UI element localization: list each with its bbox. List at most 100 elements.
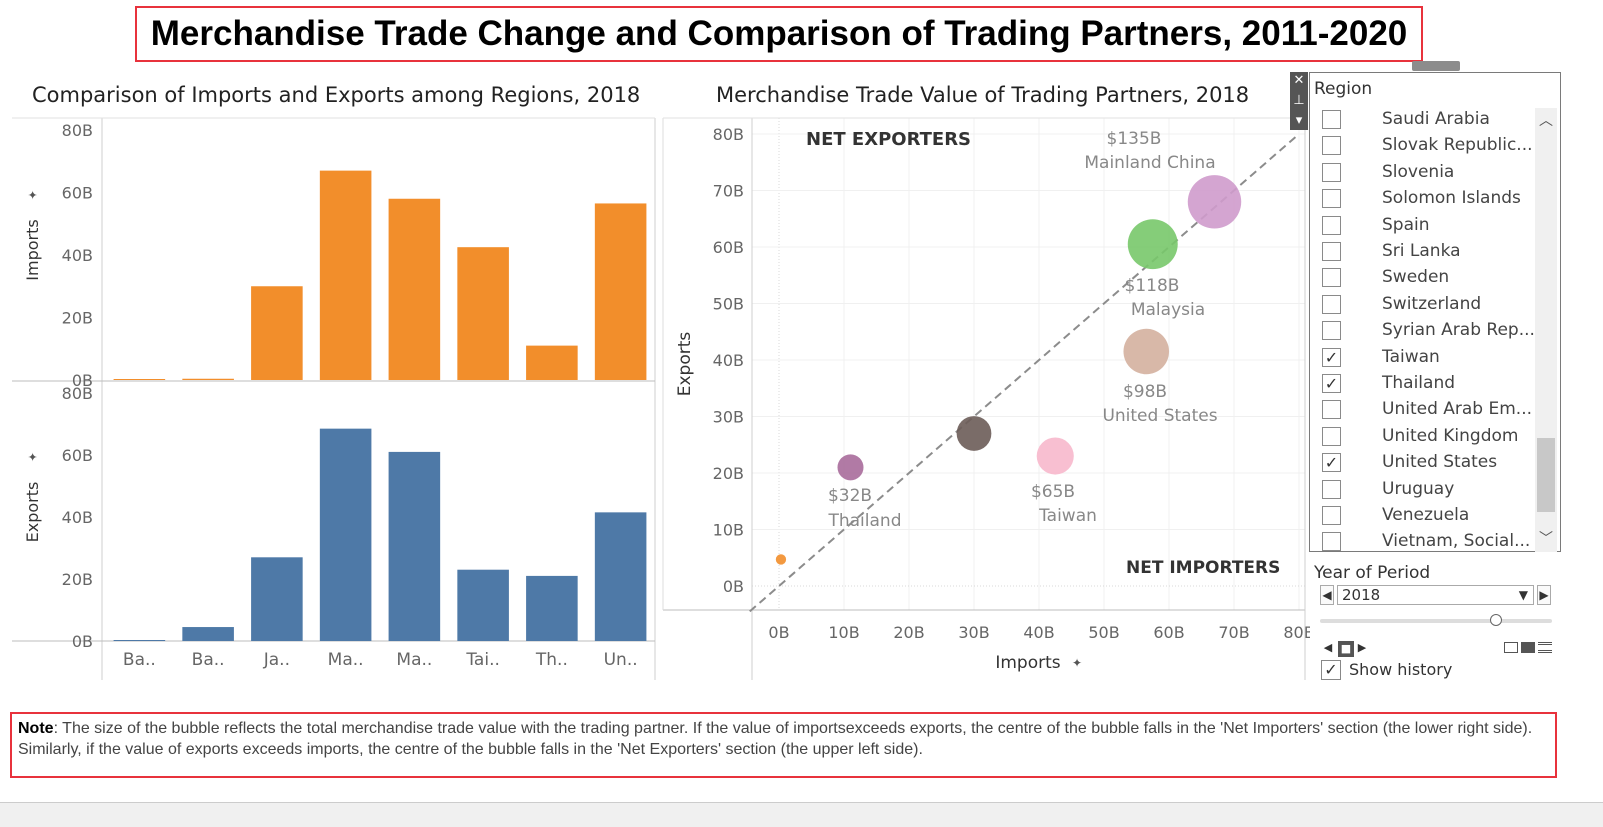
- region-checkbox[interactable]: [1322, 162, 1341, 182]
- region-filter-item[interactable]: Sweden: [1322, 267, 1532, 293]
- region-filter-item[interactable]: Saudi Arabia: [1322, 109, 1532, 135]
- region-label: Slovenia: [1382, 161, 1455, 182]
- region-filter-item[interactable]: Solomon Islands: [1322, 188, 1532, 214]
- imports-bar: [594, 203, 647, 380]
- x-tick-label: Ma..: [328, 650, 364, 670]
- region-checkbox[interactable]: [1322, 189, 1341, 209]
- speed-normal-icon[interactable]: [1521, 642, 1535, 653]
- region-checkbox[interactable]: ✓: [1322, 374, 1341, 393]
- bubble-value-label: $98B: [1123, 382, 1167, 402]
- year-select[interactable]: 2018 ▼: [1337, 585, 1534, 605]
- y-tick-label: 70B: [713, 182, 744, 201]
- step-back-icon[interactable]: ◀: [1323, 641, 1333, 654]
- chevron-up-icon[interactable]: ︿: [1539, 113, 1553, 129]
- region-filter-item[interactable]: Vietnam, Social...: [1322, 531, 1532, 551]
- sheet-tab-bar[interactable]: [0, 802, 1603, 827]
- region-label: Spain: [1382, 214, 1430, 235]
- pin-icon: ✦: [1072, 656, 1082, 670]
- region-filter-item[interactable]: ✓ Thailand: [1322, 373, 1532, 399]
- region-filter-item[interactable]: Syrian Arab Rep...: [1322, 320, 1535, 346]
- region-checkbox[interactable]: [1322, 110, 1341, 129]
- region-filter-item[interactable]: Slovenia: [1322, 162, 1532, 188]
- region-checkbox[interactable]: [1322, 294, 1341, 314]
- menu-icon[interactable]: ▾: [1295, 113, 1303, 128]
- bubble: [956, 416, 992, 451]
- bubble-value-label: $118B: [1125, 276, 1180, 296]
- region-filter-item[interactable]: Venezuela: [1322, 505, 1532, 531]
- y-tick-label: 20B: [62, 570, 93, 589]
- y-tick-label: 60B: [62, 446, 93, 465]
- year-slider-track[interactable]: [1320, 619, 1552, 623]
- region-filter-item[interactable]: ✓ Taiwan: [1322, 347, 1532, 373]
- region-filter-item[interactable]: Slovak Republic...: [1322, 135, 1533, 161]
- x-tick-label: Ja..: [263, 650, 290, 670]
- x-tick-label: 20B: [893, 623, 924, 642]
- bubble-name-label: Mainland China: [1084, 153, 1215, 173]
- region-checkbox[interactable]: ✓: [1322, 347, 1341, 367]
- region-filter-item[interactable]: United Arab Em...: [1322, 399, 1532, 425]
- year-prev-button[interactable]: ◀: [1320, 585, 1334, 605]
- region-label: Slovak Republic...: [1382, 135, 1533, 156]
- region-filter-scrollbar[interactable]: ︿ ﹀: [1535, 108, 1557, 552]
- region-checkbox[interactable]: ✓: [1322, 453, 1341, 473]
- net-exporters-label: NET EXPORTERS: [806, 129, 971, 150]
- x-tick-label: 10B: [828, 623, 859, 642]
- scatter-chart[interactable]: 0B 10B 20B 30B 40B 50B 60B 70B 80B 0B 10B 20B 30B 40B…: [660, 110, 1310, 685]
- year-next-button[interactable]: ▶: [1537, 585, 1551, 605]
- x-tick-label: Tai..: [465, 650, 500, 670]
- pin-icon[interactable]: ⊥: [1293, 93, 1305, 108]
- show-history-checkbox[interactable]: ✓: [1321, 660, 1341, 680]
- exports-bar: [113, 640, 166, 641]
- region-checkbox[interactable]: [1322, 426, 1341, 446]
- speed-fast-icon[interactable]: [1538, 642, 1552, 653]
- scrollbar-thumb[interactable]: [1537, 438, 1555, 512]
- bubble: [1187, 175, 1242, 229]
- imports-bar: [182, 378, 234, 380]
- region-checkbox[interactable]: [1322, 215, 1341, 235]
- speed-slow-icon[interactable]: [1504, 642, 1518, 653]
- region-checkbox[interactable]: [1322, 400, 1341, 420]
- dashboard-title: Merchandise Trade Change and Comparison …: [135, 6, 1423, 62]
- region-checkbox[interactable]: [1322, 321, 1341, 341]
- y-axis-label: Exports: [675, 332, 695, 397]
- check-icon: ✓: [1324, 660, 1338, 679]
- region-filter-item[interactable]: Switzerland: [1322, 294, 1532, 320]
- y-axis-label: Exports: [23, 482, 42, 543]
- x-tick-label: 80B: [1283, 623, 1310, 642]
- check-icon: ✓: [1324, 374, 1339, 393]
- show-history-label: Show history: [1349, 660, 1453, 679]
- region-label: Sri Lanka: [1382, 241, 1461, 261]
- region-label: Solomon Islands: [1382, 188, 1521, 209]
- region-checkbox[interactable]: [1322, 268, 1341, 288]
- region-filter-item[interactable]: United Kingdom: [1322, 426, 1532, 452]
- chevron-down-icon[interactable]: ﹀: [1539, 531, 1553, 547]
- drag-handle[interactable]: [1412, 61, 1460, 71]
- region-label: Sweden: [1382, 267, 1450, 288]
- close-icon[interactable]: ✕: [1293, 73, 1305, 88]
- exports-bar: [388, 451, 441, 641]
- region-checkbox[interactable]: [1322, 136, 1341, 156]
- region-checkbox[interactable]: [1322, 479, 1341, 499]
- stop-icon[interactable]: ■: [1338, 641, 1354, 657]
- region-filter-item[interactable]: Uruguay: [1322, 479, 1532, 505]
- step-forward-icon[interactable]: ▶: [1357, 641, 1367, 654]
- bubble-name-label: United States: [1102, 406, 1217, 426]
- exports-bar: [182, 627, 234, 641]
- exports-bar: [526, 575, 578, 641]
- year-slider-thumb[interactable]: [1490, 614, 1502, 626]
- region-label: Venezuela: [1382, 505, 1470, 525]
- region-checkbox[interactable]: [1322, 532, 1341, 551]
- region-filter-item[interactable]: ✓ United States: [1322, 452, 1532, 478]
- y-tick-label: 30B: [713, 408, 744, 427]
- y-axis-label: Imports: [23, 219, 42, 280]
- region-label: United Arab Em...: [1382, 399, 1533, 420]
- region-filter-item[interactable]: Sri Lanka: [1322, 241, 1532, 267]
- imports-bar: [388, 198, 441, 380]
- region-filter-item[interactable]: Spain: [1322, 215, 1532, 241]
- region-checkbox[interactable]: [1322, 506, 1341, 525]
- imports-bar: [251, 286, 303, 380]
- y-tick-label: 40B: [62, 246, 93, 265]
- bar-chart[interactable]: 0B 20B 40B 60B 80B Imports ✦ 0B 20B 40B 60B 80B Expo…: [0, 110, 660, 685]
- x-tick-label: 50B: [1088, 623, 1119, 642]
- region-checkbox[interactable]: [1322, 242, 1341, 261]
